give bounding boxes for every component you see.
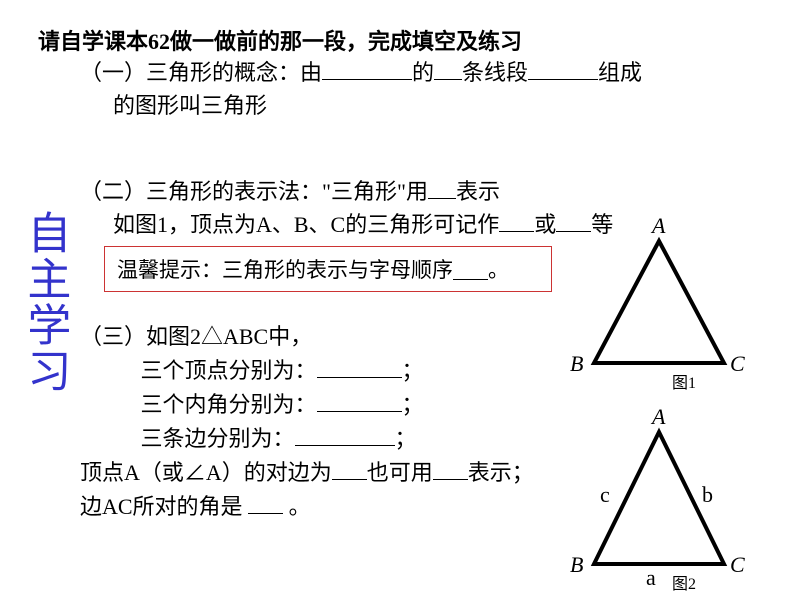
- vertex-c-label: C: [730, 552, 745, 578]
- blank: [528, 58, 598, 80]
- vertical-title: 自主学习: [20, 210, 68, 394]
- figure-2: A B C c b a 图2: [564, 404, 754, 599]
- blank: [322, 58, 412, 80]
- section2-line2a: 如图1，顶点为A、B、C的三角形可记作: [113, 212, 499, 237]
- triangle-1-svg: [564, 213, 754, 393]
- section3-line4: 三条边分别为：: [141, 426, 295, 451]
- blank: [332, 458, 367, 480]
- vertex-a-label: A: [652, 404, 665, 430]
- blank: [295, 424, 395, 446]
- section1-tail: 组成: [598, 60, 642, 85]
- blank: [248, 492, 283, 514]
- section3-line6b: 。: [283, 494, 311, 519]
- section3-line5c: 表示；: [468, 460, 534, 485]
- tip-tail: 。: [488, 254, 509, 284]
- vertex-c-label: C: [730, 351, 745, 377]
- side-b-label: b: [702, 482, 713, 508]
- semicolon: ；: [395, 426, 417, 451]
- section1-mid1: 的: [412, 60, 434, 85]
- section3-heading: （三）如图2△ABC中，: [80, 324, 312, 349]
- section3-line6a: 边AC所对的角是: [80, 494, 248, 519]
- triangle-2-svg: [564, 404, 754, 599]
- section-two: （二）三角形的表示法："三角形"用 表示 如图1，顶点为A、B、C的三角形可记作 或…: [80, 175, 613, 241]
- page-title: 请自学课本62做一做前的那一段，完成填空及练习: [38, 24, 522, 56]
- side-a-label: a: [646, 565, 656, 591]
- section3-line3: 三个内角分别为：: [141, 392, 317, 417]
- vertex-b-label: B: [570, 552, 583, 578]
- vertex-b-label: B: [570, 351, 583, 377]
- blank: [433, 458, 468, 480]
- section2-line2b: 或: [534, 212, 556, 237]
- tip-text: 温馨提示：三角形的表示与字母顺序: [117, 254, 453, 284]
- tip-box: 温馨提示：三角形的表示与字母顺序 。: [104, 246, 552, 292]
- blank: [317, 356, 402, 378]
- figure-1-label: 图1: [672, 369, 696, 393]
- blank: [317, 390, 402, 412]
- figure-1: A B C 图1: [564, 213, 754, 393]
- section1-heading: （一）三角形的概念：由: [80, 60, 322, 85]
- triangle-shape: [594, 241, 724, 363]
- section-one: （一）三角形的概念：由 的 条线段 组成 的图形叫三角形: [80, 56, 642, 122]
- vertex-a-label: A: [652, 213, 665, 239]
- section2-heading: （二）三角形的表示法："三角形"用: [80, 179, 428, 204]
- semicolon: ；: [402, 392, 424, 417]
- figure-2-label: 图2: [672, 570, 696, 594]
- section3-line5a: 顶点A（或∠A）的对边为: [80, 460, 332, 485]
- section-three: （三）如图2△ABC中， 三个顶点分别为： ； 三个内角分别为： ； 三条边分别为：…: [80, 320, 534, 525]
- section3-line2: 三个顶点分别为：: [141, 358, 317, 383]
- section1-mid2: 条线段: [462, 60, 528, 85]
- section3-line5b: 也可用: [367, 460, 433, 485]
- blank: [428, 177, 456, 199]
- semicolon: ；: [402, 358, 424, 383]
- blank: [453, 259, 488, 280]
- section2-tail1: 表示: [456, 179, 500, 204]
- side-c-label: c: [600, 482, 610, 508]
- blank: [434, 58, 462, 80]
- blank: [499, 210, 534, 232]
- section1-line2: 的图形叫三角形: [113, 93, 267, 118]
